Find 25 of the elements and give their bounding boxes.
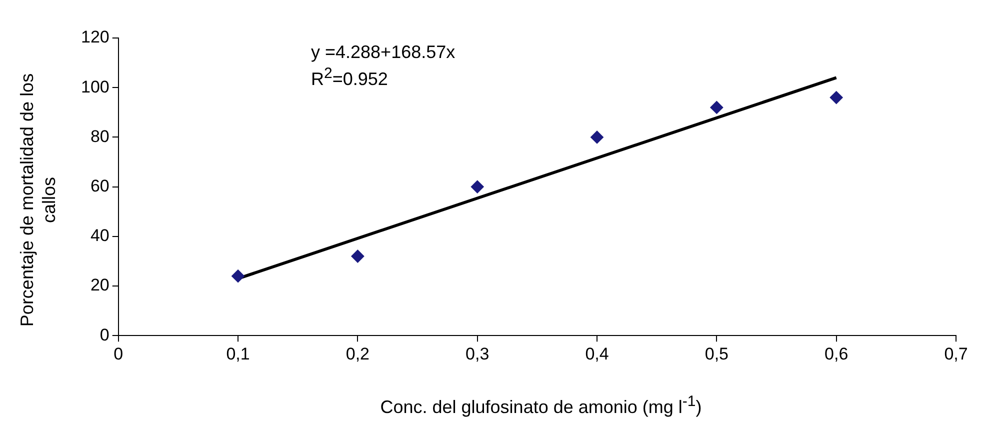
point: [351, 250, 364, 263]
x-tick-label: 0: [114, 344, 124, 364]
point: [830, 91, 843, 104]
x-tick-label: 0,1: [226, 344, 250, 364]
x-tick-label: 0,4: [585, 344, 609, 364]
point: [710, 100, 724, 114]
point: [590, 130, 604, 144]
y-tick-label: 100: [80, 77, 110, 96]
x-tick-label: 0,2: [346, 344, 370, 364]
y-tick-label: 120: [80, 28, 110, 47]
y-tick-label: 20: [90, 276, 110, 295]
y-tick-label: 40: [90, 226, 110, 246]
annotation: R$^{2}$=0.952: [311, 64, 389, 90]
y-tick-label: 60: [90, 176, 110, 196]
y-axis-title: Porcentaje de mortalidad de los callos: [16, 72, 60, 329]
point: [470, 180, 484, 194]
x-tick-label: 0,5: [704, 344, 728, 364]
y-tick-label: 80: [90, 126, 110, 146]
annotation: y =4.288+168.57x: [311, 42, 456, 63]
point: [232, 270, 245, 283]
x-tick-label: 0,3: [466, 344, 490, 364]
y-tick-label: 0: [100, 325, 110, 344]
x-tick-label: 0,6: [824, 344, 848, 364]
x-axis-title: Conc. del glufosinato de amonio (mg l$^{-1}$): [379, 393, 703, 418]
x-tick-label: 0,7: [944, 344, 968, 364]
